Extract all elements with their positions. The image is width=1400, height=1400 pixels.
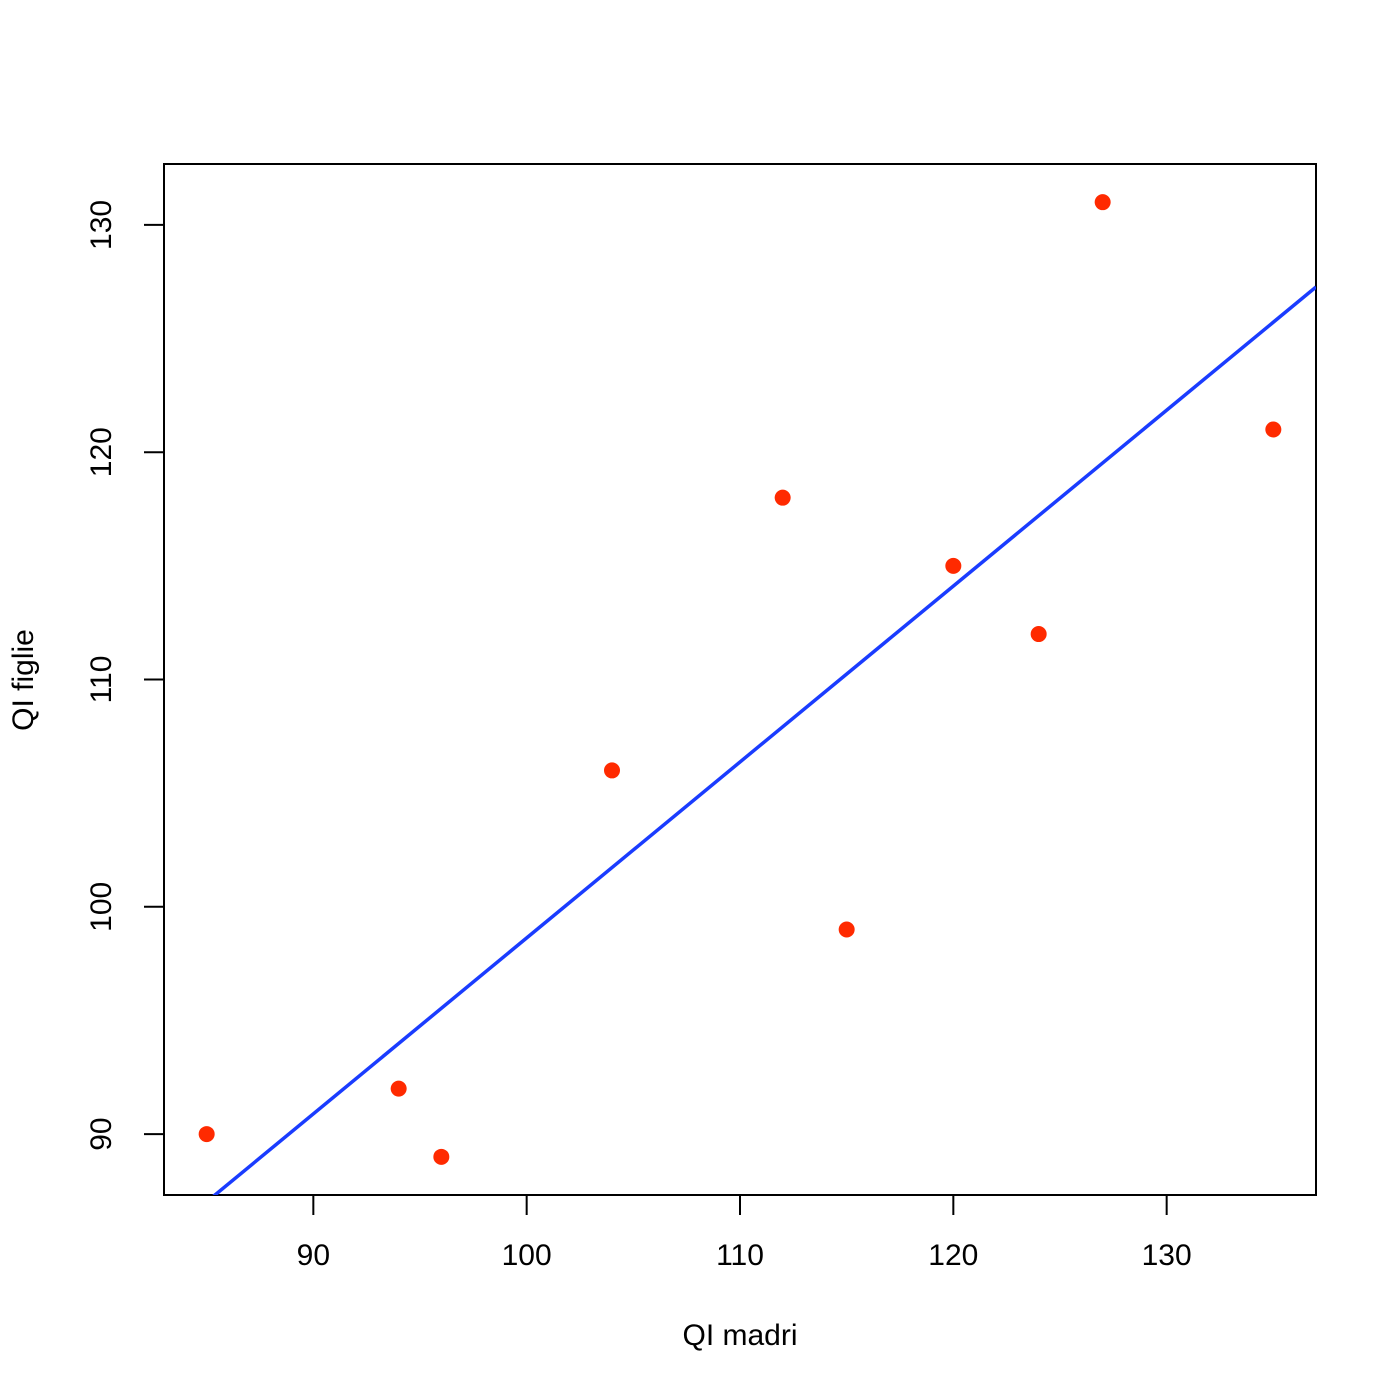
point (1030, 626, 1047, 643)
point (838, 921, 855, 938)
point (604, 762, 620, 779)
x-tick-label: 130 (1142, 1239, 1192, 1272)
x-tick-label: 100 (502, 1239, 552, 1272)
x-tick-label: 110 (716, 1239, 764, 1272)
plot-frame (163, 163, 1317, 1196)
y-tick-label: 100 (85, 882, 118, 932)
point (1265, 421, 1282, 438)
point (433, 1148, 450, 1165)
x-tick-label: 90 (297, 1239, 330, 1272)
x-axis-label: QI madri (682, 1319, 797, 1352)
y-tick-label: 90 (85, 1117, 118, 1150)
point (945, 557, 962, 574)
y-tick-label: 120 (85, 427, 118, 477)
y-tick-label: 130 (85, 200, 118, 250)
x-tick-label: 120 (928, 1239, 978, 1272)
point (390, 1080, 407, 1097)
y-axis-label: QI figlie (7, 629, 40, 731)
point (1094, 194, 1111, 211)
point (198, 1126, 215, 1143)
plot-area (198, 194, 1316, 1195)
y-tick-label: 110 (85, 656, 118, 704)
point (774, 489, 791, 506)
regression-line (212, 285, 1316, 1195)
